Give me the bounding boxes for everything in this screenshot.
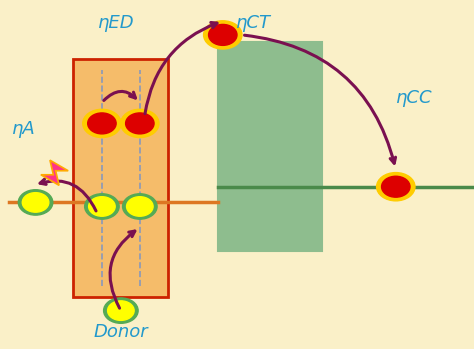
Bar bbox=[218, 42, 322, 251]
Circle shape bbox=[126, 113, 154, 134]
Circle shape bbox=[18, 190, 53, 215]
Text: ηED: ηED bbox=[98, 14, 135, 32]
Circle shape bbox=[120, 109, 159, 138]
Polygon shape bbox=[41, 160, 68, 185]
Circle shape bbox=[82, 109, 121, 138]
Circle shape bbox=[127, 197, 153, 216]
Circle shape bbox=[85, 194, 119, 219]
Circle shape bbox=[108, 301, 134, 320]
Circle shape bbox=[376, 173, 415, 201]
Circle shape bbox=[209, 24, 237, 45]
Text: ηA: ηA bbox=[12, 120, 36, 138]
Circle shape bbox=[203, 21, 242, 49]
Text: Donor: Donor bbox=[93, 322, 148, 341]
Circle shape bbox=[22, 193, 49, 212]
Bar bbox=[73, 59, 168, 297]
Circle shape bbox=[382, 176, 410, 197]
Circle shape bbox=[123, 194, 157, 219]
Text: ηCC: ηCC bbox=[396, 89, 433, 107]
Text: ηCT: ηCT bbox=[236, 14, 271, 32]
Circle shape bbox=[88, 113, 116, 134]
Circle shape bbox=[104, 298, 138, 323]
Circle shape bbox=[89, 197, 115, 216]
